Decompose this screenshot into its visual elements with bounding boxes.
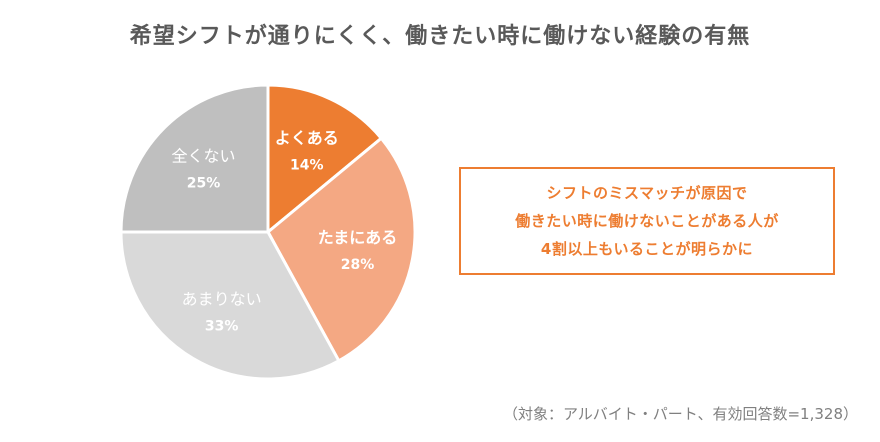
- chart-title: 希望シフトが通りにくく、働きたい時に働けない経験の有無: [129, 24, 751, 49]
- slice-label: たまにある: [318, 228, 398, 247]
- pie-slices: [119, 83, 417, 381]
- slice-label: よくある: [275, 129, 339, 148]
- pie-slice-1: [266, 83, 383, 234]
- slice-value-label: 33%: [205, 318, 239, 334]
- pie-slice-4: [119, 83, 270, 234]
- slice-label: あまりない: [182, 289, 262, 308]
- pie-slice-2: [266, 136, 417, 363]
- pie-labels: よくある 14% たまにある 28% あまりない 33% 全くない 25%: [172, 129, 398, 335]
- slice-label: 全くない: [172, 147, 236, 166]
- footnote: （対象：アルバイト・パート、有効回答数=1,328）: [502, 405, 858, 423]
- callout-line: 働きたい時に働けないことがある人が: [515, 212, 779, 230]
- pie-slice-3: [119, 230, 341, 381]
- slice-value-label: 14%: [290, 158, 324, 174]
- callout-line: 4割以上もいることが明らかに: [540, 240, 754, 258]
- slice-value-label: 25%: [187, 176, 221, 192]
- callout-box: シフトのミスマッチが原因で 働きたい時に働けないことがある人が 4割以上もいるこ…: [459, 167, 835, 275]
- callout-line: シフトのミスマッチが原因で: [546, 184, 748, 202]
- slice-value-label: 28%: [341, 257, 375, 273]
